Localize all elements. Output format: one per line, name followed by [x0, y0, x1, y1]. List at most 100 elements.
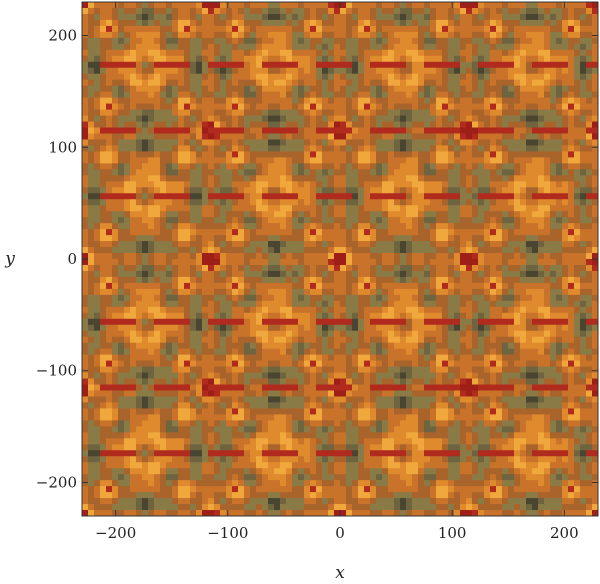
- contour-cell: [136, 414, 143, 421]
- contour-cell: [406, 318, 413, 326]
- contour-cell: [376, 157, 383, 164]
- contour-cell: [154, 468, 161, 475]
- contour-cell: [226, 306, 233, 314]
- contour-cell: [124, 348, 131, 356]
- contour-cell: [262, 384, 269, 392]
- contour-cell: [328, 37, 335, 45]
- contour-cell: [184, 390, 191, 398]
- contour-cell: [82, 49, 89, 57]
- contour-cell: [334, 306, 341, 314]
- contour-cell: [370, 276, 377, 284]
- contour-cell: [154, 330, 161, 338]
- contour-cell: [394, 456, 401, 463]
- contour-cell: [172, 432, 179, 439]
- contour-cell: [94, 468, 101, 475]
- contour-cell: [412, 253, 419, 260]
- contour-cell: [364, 468, 371, 475]
- contour-cell: [190, 241, 197, 248]
- contour-cell: [82, 115, 89, 123]
- contour-cell: [304, 480, 311, 487]
- contour-cell: [388, 384, 395, 392]
- contour-cell: [106, 187, 113, 194]
- contour-cell: [94, 486, 101, 493]
- contour-cell: [82, 121, 89, 129]
- contour-cell: [388, 390, 395, 398]
- contour-cell: [214, 91, 221, 99]
- contour-cell: [106, 259, 113, 266]
- contour-cell: [226, 336, 233, 344]
- contour-cell: [160, 312, 167, 320]
- contour-cell: [322, 193, 329, 200]
- contour-plot-area: [82, 2, 598, 516]
- contour-cell: [292, 354, 299, 362]
- contour-cell: [202, 300, 209, 308]
- contour-cell: [424, 498, 431, 505]
- contour-cell: [406, 7, 413, 15]
- contour-cell: [208, 444, 215, 451]
- contour-cell: [172, 145, 179, 153]
- contour-cell: [262, 175, 269, 182]
- contour-cell: [184, 49, 191, 57]
- contour-cell: [310, 342, 317, 350]
- contour-cell: [274, 181, 281, 188]
- contour-cell: [256, 306, 263, 314]
- contour-cell: [346, 253, 353, 260]
- contour-cell: [262, 348, 269, 356]
- contour-cell: [358, 7, 365, 15]
- contour-cell: [316, 396, 323, 404]
- contour-cell: [256, 187, 263, 194]
- contour-cell: [88, 217, 95, 224]
- contour-cell: [208, 133, 215, 141]
- contour-cell: [226, 73, 233, 81]
- contour-cell: [142, 288, 149, 296]
- contour-cell: [406, 450, 413, 457]
- contour-cell: [394, 324, 401, 332]
- contour-cell: [184, 294, 191, 302]
- contour-cell: [130, 55, 137, 63]
- contour-cell: [118, 402, 125, 410]
- contour-cell: [382, 193, 389, 200]
- contour-cell: [310, 384, 317, 392]
- contour-cell: [310, 462, 317, 469]
- contour-cell: [424, 432, 431, 439]
- contour-cell: [118, 37, 125, 45]
- contour-cell: [286, 163, 293, 170]
- contour-cell: [316, 498, 323, 505]
- contour-cell: [94, 306, 101, 314]
- contour-cell: [112, 366, 119, 374]
- contour-cell: [88, 229, 95, 236]
- contour-cell: [142, 163, 149, 170]
- contour-cell: [142, 348, 149, 356]
- contour-cell: [340, 247, 347, 254]
- contour-cell: [316, 390, 323, 398]
- contour-cell: [298, 294, 305, 302]
- contour-cell: [406, 342, 413, 350]
- contour-cell: [256, 282, 263, 290]
- contour-cell: [184, 61, 191, 69]
- contour-cell: [88, 438, 95, 445]
- contour-cell: [160, 211, 167, 218]
- contour-cell: [316, 151, 323, 158]
- contour-cell: [208, 282, 215, 290]
- contour-cell: [346, 312, 353, 320]
- contour-cell: [406, 366, 413, 374]
- contour-cell: [394, 157, 401, 164]
- contour-cell: [406, 384, 413, 392]
- contour-cell: [142, 49, 149, 57]
- contour-cell: [340, 312, 347, 320]
- contour-cell: [304, 510, 311, 516]
- contour-cell: [136, 474, 143, 481]
- contour-cell: [334, 510, 341, 516]
- contour-cell: [400, 294, 407, 302]
- contour-cell: [124, 426, 131, 433]
- contour-cell: [244, 79, 251, 87]
- contour-cell: [190, 43, 197, 51]
- contour-cell: [376, 43, 383, 51]
- contour-cell: [136, 73, 143, 81]
- contour-cell: [130, 2, 137, 9]
- contour-cell: [112, 163, 119, 170]
- contour-cell: [208, 91, 215, 99]
- contour-cell: [178, 199, 185, 206]
- contour-cell: [244, 300, 251, 308]
- contour-cell: [160, 163, 167, 170]
